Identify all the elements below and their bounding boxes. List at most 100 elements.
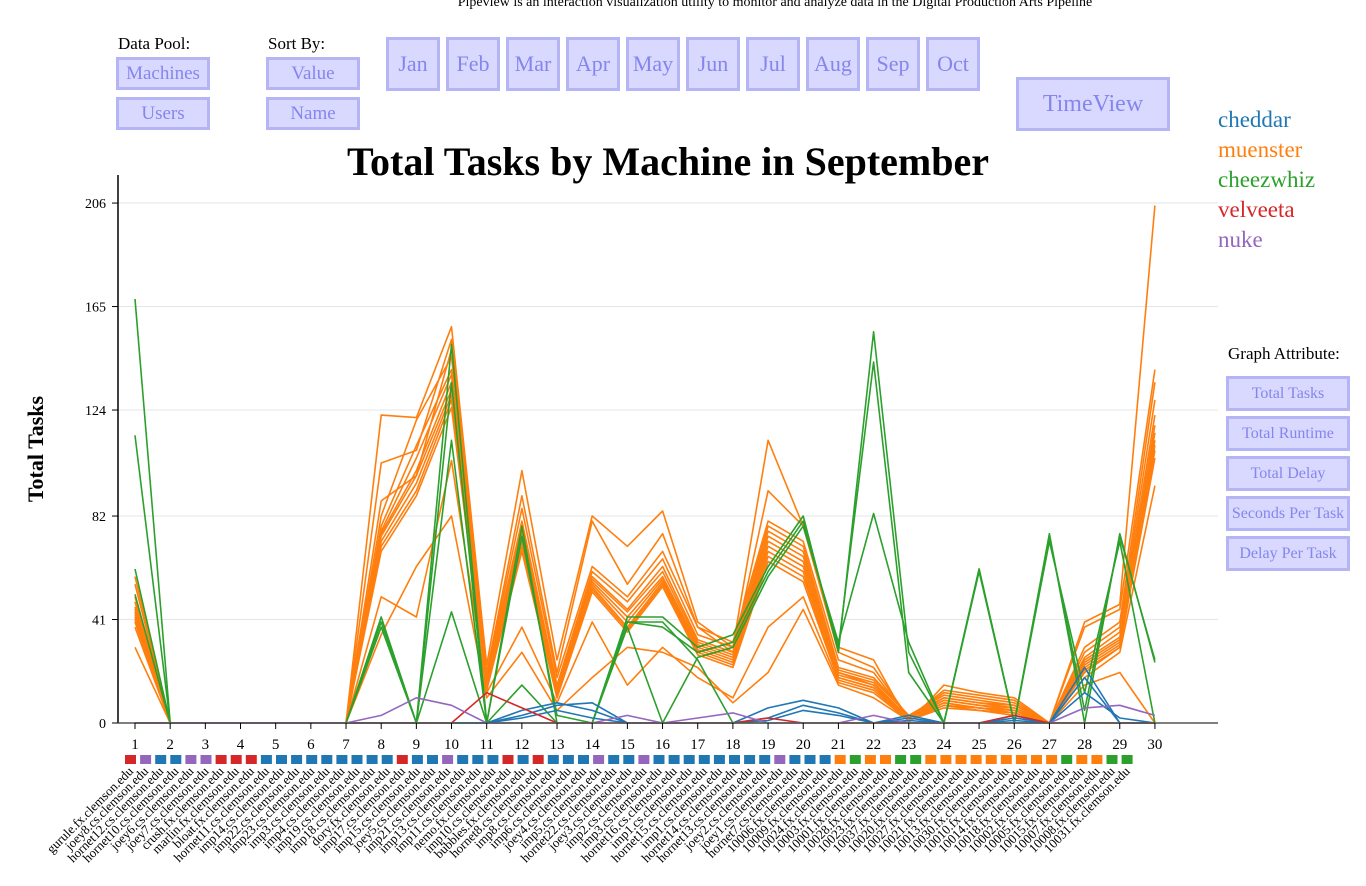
machine-swatch-20[interactable] — [427, 755, 438, 764]
machine-swatch-37[interactable] — [683, 755, 695, 764]
machine-swatch-32[interactable] — [608, 755, 620, 764]
series-lines — [134, 205, 1156, 724]
machine-swatch-54[interactable] — [940, 755, 952, 764]
month-oct-button[interactable]: Oct — [926, 37, 980, 91]
machine-swatch-26[interactable] — [517, 755, 529, 764]
month-feb-button[interactable]: Feb — [446, 37, 500, 91]
machine-swatch-17[interactable] — [381, 755, 393, 764]
machine-swatch-62[interactable] — [1061, 755, 1073, 764]
machine-swatch-42[interactable] — [759, 755, 771, 764]
x-tick-label-2: 3 — [202, 737, 210, 753]
machine-swatch-60[interactable] — [1031, 755, 1042, 764]
machine-swatch-10[interactable] — [276, 755, 287, 764]
attr-delay-per-task-button[interactable]: Delay Per Task — [1226, 536, 1350, 571]
machine-swatch-56[interactable] — [970, 755, 982, 764]
machine-swatch-5[interactable] — [200, 755, 212, 764]
machine-swatch-53[interactable] — [925, 755, 937, 764]
x-tick-label-13: 14 — [585, 737, 601, 753]
machine-swatch-23[interactable] — [472, 755, 484, 764]
machine-swatch-18[interactable] — [396, 755, 408, 764]
machine-swatch-22[interactable] — [457, 755, 469, 764]
sort-value-button[interactable]: Value — [266, 57, 360, 90]
data-pool-label: Data Pool: — [118, 34, 191, 53]
machine-swatch-14[interactable] — [336, 755, 348, 764]
x-tick-label-0: 1 — [131, 737, 139, 753]
attr-total-tasks-button[interactable]: Total Tasks — [1226, 376, 1350, 411]
machine-swatch-43[interactable] — [774, 755, 786, 764]
users-button[interactable]: Users — [116, 97, 210, 130]
month-may-button[interactable]: May — [626, 37, 680, 91]
machine-swatch-38[interactable] — [698, 755, 710, 764]
machine-swatch-11[interactable] — [291, 755, 303, 764]
machine-swatch-3[interactable] — [170, 755, 182, 764]
month-mar-button[interactable]: Mar — [506, 37, 560, 91]
machine-swatch-4[interactable] — [185, 755, 197, 764]
machine-swatch-58[interactable] — [1000, 755, 1012, 764]
x-tick-label-1: 2 — [166, 737, 174, 753]
machine-swatch-63[interactable] — [1076, 755, 1088, 764]
y-tick-label-5: 206 — [85, 197, 106, 212]
machine-swatch-48[interactable] — [849, 755, 861, 764]
x-tick-label-8: 9 — [413, 737, 421, 753]
machine-swatch-40[interactable] — [729, 755, 740, 764]
machine-swatch-29[interactable] — [562, 755, 574, 764]
machine-swatch-39[interactable] — [713, 755, 725, 764]
machine-swatch-61[interactable] — [1046, 755, 1058, 764]
x-tick-label-29: 30 — [1147, 737, 1162, 753]
machine-swatch-19[interactable] — [411, 755, 423, 764]
machine-swatch-46[interactable] — [819, 755, 831, 764]
timeview-button[interactable]: TimeView — [1016, 77, 1170, 131]
machine-swatch-33[interactable] — [623, 755, 635, 764]
x-tick-label-12: 13 — [550, 737, 565, 753]
machine-swatch-55[interactable] — [955, 755, 967, 764]
machine-swatch-25[interactable] — [502, 755, 514, 764]
machine-swatch-49[interactable] — [864, 755, 876, 764]
machine-swatch-47[interactable] — [834, 755, 846, 764]
machine-swatch-30[interactable] — [578, 755, 589, 764]
machine-swatch-6[interactable] — [215, 755, 227, 764]
machine-swatch-45[interactable] — [804, 755, 816, 764]
machine-swatch-59[interactable] — [1015, 755, 1027, 764]
machine-swatch-7[interactable] — [230, 755, 242, 764]
machine-swatch-50[interactable] — [880, 755, 891, 764]
machine-swatch-44[interactable] — [789, 755, 801, 764]
machine-swatch-36[interactable] — [668, 755, 680, 764]
month-jan-button[interactable]: Jan — [386, 37, 440, 91]
month-jun-button[interactable]: Jun — [686, 37, 740, 91]
x-tick-label-22: 23 — [901, 737, 916, 753]
month-aug-button[interactable]: Aug — [806, 37, 860, 91]
machine-swatch-9[interactable] — [260, 755, 272, 764]
machine-swatch-12[interactable] — [306, 755, 318, 764]
machine-swatch-16[interactable] — [366, 755, 378, 764]
machine-swatch-28[interactable] — [547, 755, 559, 764]
machine-swatch-0[interactable] — [125, 755, 136, 764]
machine-swatch-35[interactable] — [653, 755, 665, 764]
month-sep-button[interactable]: Sep — [866, 37, 920, 91]
machine-swatch-24[interactable] — [487, 755, 499, 764]
attr-total-runtime-button[interactable]: Total Runtime — [1226, 416, 1350, 451]
machine-swatch-21[interactable] — [442, 755, 454, 764]
machine-swatch-41[interactable] — [744, 755, 756, 764]
machine-swatch-34[interactable] — [638, 755, 650, 764]
machine-swatch-65[interactable] — [1106, 755, 1118, 764]
month-apr-button[interactable]: Apr — [566, 37, 620, 91]
month-jul-button[interactable]: Jul — [746, 37, 800, 91]
attr-seconds-per-task-button[interactable]: Seconds Per Task — [1226, 496, 1350, 531]
machine-swatch-27[interactable] — [532, 755, 544, 764]
machine-swatch-2[interactable] — [155, 755, 167, 764]
x-tick-label-11: 12 — [514, 737, 529, 753]
machine-swatch-13[interactable] — [321, 755, 333, 764]
machine-swatch-57[interactable] — [985, 755, 997, 764]
machines-button[interactable]: Machines — [116, 57, 210, 90]
machine-swatch-52[interactable] — [910, 755, 922, 764]
machine-swatch-1[interactable] — [140, 755, 152, 764]
machine-swatch-8[interactable] — [245, 755, 257, 764]
machine-swatch-31[interactable] — [593, 755, 605, 764]
sort-name-button[interactable]: Name — [266, 97, 360, 130]
machine-swatch-66[interactable] — [1121, 755, 1133, 764]
attr-total-delay-button[interactable]: Total Delay — [1226, 456, 1350, 491]
machine-swatch-15[interactable] — [351, 755, 363, 764]
machine-swatch-51[interactable] — [895, 755, 907, 764]
machine-swatch-64[interactable] — [1091, 755, 1103, 764]
